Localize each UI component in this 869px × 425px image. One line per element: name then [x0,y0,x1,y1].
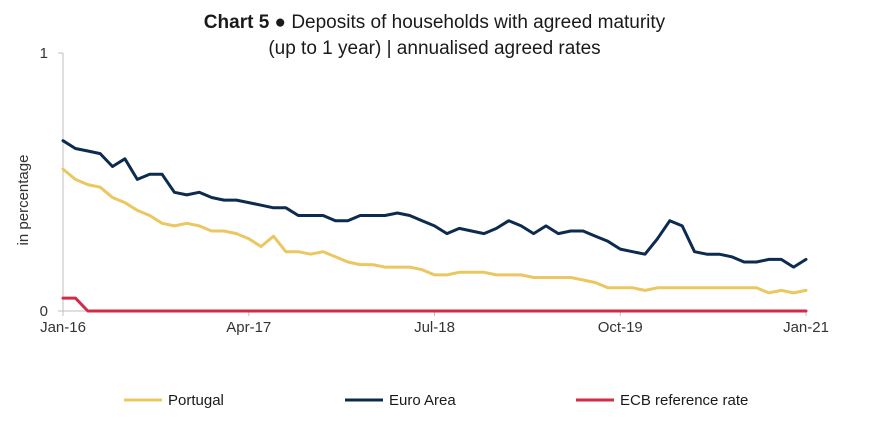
chart-legend: Portugal Euro Area ECB reference rate [124,392,748,409]
series-line-euro-area [61,139,808,269]
chart-title-prefix: Chart 5 [203,12,270,33]
series-line-portugal [61,167,808,295]
legend-label-ecb-reference-rate: ECB reference rate [620,392,748,409]
x-tick-label: Jan-16 [40,319,86,336]
legend-label-euro-area: Euro Area [389,392,456,409]
chart-title: Chart 5 ● Deposits of households with ag… [0,10,869,62]
chart-title-main: Deposits of households with agreed matur… [291,12,666,33]
y-axis-title: in percentage [15,155,32,246]
series-line-ecb-reference-rate [61,296,808,313]
chart-lines [61,139,808,313]
legend-label-portugal: Portugal [168,392,224,409]
chart-axes: 0 1 in percentage Jan-16 Apr-17 Jul-18 Oct-19 J… [15,45,829,336]
x-tick-label: Oct-19 [598,319,643,336]
chart-subtitle: (up to 1 year) | annualised agreed rates [268,38,601,59]
x-tick-label: Jan-21 [783,319,829,336]
chart-title-bullet: ● [274,12,287,33]
y-tick-label: 1 [40,45,48,62]
y-tick-label: 0 [40,303,48,320]
x-tick-label: Jul-18 [414,319,455,336]
chart-title-line: Chart 5 ● Deposits of households with ag… [0,10,869,36]
x-tick-label: Apr-17 [226,319,271,336]
